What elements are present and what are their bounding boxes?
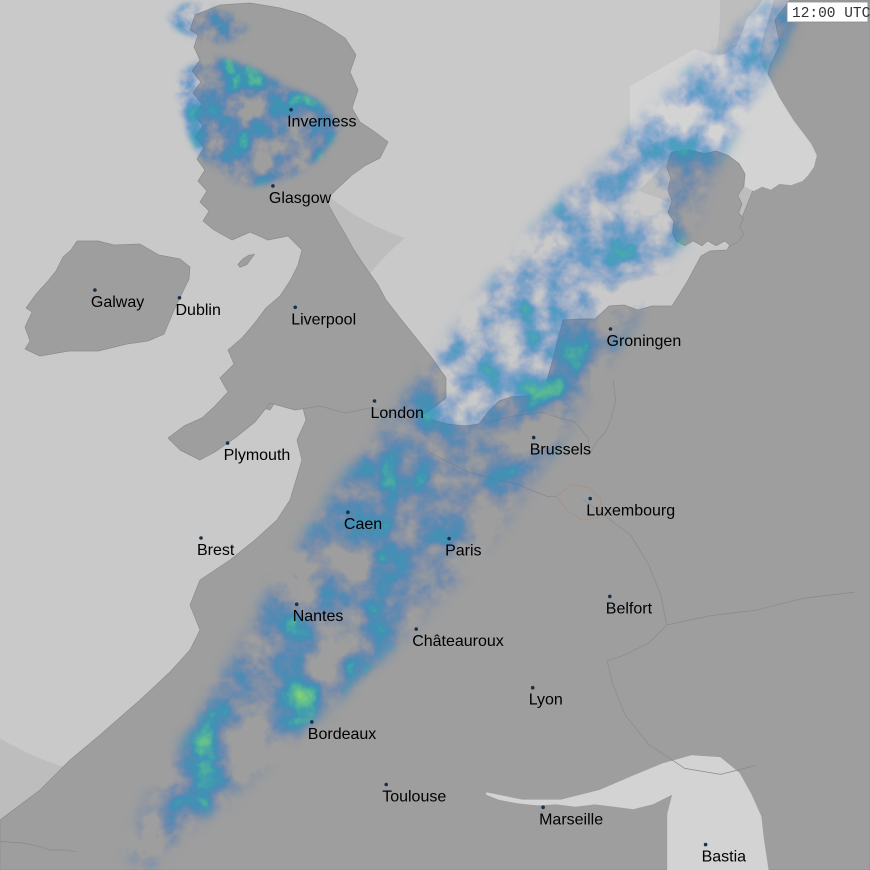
svg-text:Inverness: Inverness — [287, 114, 356, 131]
svg-text:Galway: Galway — [91, 294, 144, 311]
svg-text:Nantes: Nantes — [293, 608, 344, 625]
svg-text:Caen: Caen — [344, 516, 382, 533]
svg-text:Marseille: Marseille — [539, 811, 603, 828]
svg-text:12:00 UTC: 12:00 UTC — [792, 6, 870, 22]
svg-text:Groningen: Groningen — [607, 333, 682, 350]
svg-text:Glasgow: Glasgow — [269, 190, 332, 207]
svg-text:Toulouse: Toulouse — [382, 789, 446, 806]
svg-text:Liverpool: Liverpool — [291, 311, 356, 328]
svg-text:Brest: Brest — [197, 542, 235, 559]
svg-text:Brussels: Brussels — [530, 442, 591, 459]
svg-text:Paris: Paris — [445, 543, 481, 560]
svg-text:Belfort: Belfort — [606, 600, 653, 617]
svg-text:Bordeaux: Bordeaux — [308, 726, 377, 743]
svg-text:Châteauroux: Châteauroux — [412, 633, 504, 650]
svg-text:Lyon: Lyon — [529, 692, 563, 709]
svg-text:London: London — [371, 405, 424, 422]
svg-text:Dublin: Dublin — [176, 302, 221, 319]
svg-text:Luxembourg: Luxembourg — [586, 503, 675, 520]
svg-text:Plymouth: Plymouth — [224, 447, 291, 464]
svg-text:Bastia: Bastia — [702, 849, 747, 866]
